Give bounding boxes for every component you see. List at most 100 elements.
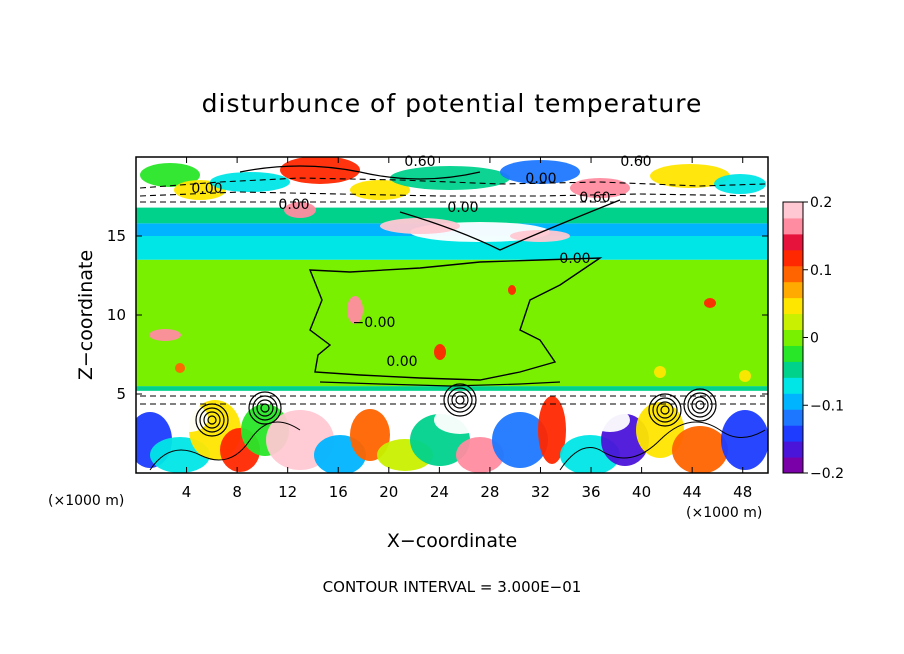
x-unit-label: (×1000 m) [686, 505, 762, 521]
contour-label-1: 0.60 [620, 154, 651, 170]
contour-label-8: −0.00 [353, 315, 396, 331]
chart-title: disturbunce of potential temperature [202, 89, 703, 118]
swirl-2-16 [648, 393, 682, 427]
swirl-1-16 [248, 391, 282, 425]
plot-area [136, 157, 768, 473]
turbulent-cell-10 [456, 437, 504, 473]
colorbar-swatch-13 [783, 249, 803, 267]
swirl-0-4 [207, 415, 217, 425]
colorbar-swatch-11 [783, 281, 803, 299]
x-tick-label-3: 16 [329, 483, 348, 501]
x-tick-label-2: 12 [278, 483, 297, 501]
swirl-0-12 [199, 407, 225, 433]
y-tick-label-0: 5 [116, 385, 126, 403]
colorbar-swatch-6 [783, 361, 803, 378]
turbulent-cell-12 [538, 396, 566, 464]
colorbar-swatch-12 [783, 265, 803, 283]
x-tick-label-8: 36 [581, 483, 600, 501]
turbulent-cell-23 [210, 172, 290, 192]
turbulent-cell-34 [510, 230, 570, 242]
swirl-3-4 [695, 400, 705, 410]
x-axis-label: X−coordinate [387, 530, 517, 552]
x-tick-label-6: 28 [480, 483, 499, 501]
swirl-2-8 [656, 401, 674, 419]
turbulent-cell-40 [175, 363, 185, 373]
contour-0 [308, 257, 603, 381]
colorbar-swatch-4 [783, 393, 803, 410]
colorbar-swatch-10 [783, 297, 803, 315]
colorbar-ticks: 0.2 0.1 0 −0.1 −0.2 [803, 195, 844, 482]
x-tick-label-4: 20 [379, 483, 398, 501]
x-tick-label-11: 48 [733, 483, 752, 501]
turbulent-cell-42 [654, 366, 666, 378]
colorbar-swatch-1 [783, 441, 803, 458]
contour-10 [559, 421, 766, 471]
colorbar-tick-label-4: −0.2 [810, 466, 844, 482]
y-unit-label: (×1000 m) [48, 493, 124, 509]
contour-label-5: 0.00 [447, 200, 478, 216]
swirl-0-8 [203, 411, 221, 429]
contour-label-0: 0.60 [404, 154, 435, 170]
turbulent-cell-33 [380, 218, 460, 234]
turbulent-cell-17 [721, 410, 768, 470]
turbulent-cell-24 [280, 157, 360, 184]
band-3 [136, 236, 768, 260]
turbulent-cell-27 [500, 160, 580, 184]
x-tick-label-9: 40 [632, 483, 651, 501]
contour-8 [399, 199, 621, 251]
swirl-4-16 [443, 383, 477, 417]
colorbar [783, 202, 803, 474]
colorbar-tick-label-1: 0.1 [810, 263, 832, 279]
swirl-0-16 [195, 403, 229, 437]
contour-lines [139, 165, 766, 471]
y-tick-label-2: 15 [107, 227, 126, 245]
colorbar-swatch-2 [783, 425, 803, 442]
contour-interval-note: CONTOUR INTERVAL = 3.000E−01 [323, 578, 582, 596]
contour-label-4: 0.60 [579, 190, 610, 206]
colorbar-tick-label-3: −0.1 [810, 398, 844, 414]
swirl-1-12 [252, 395, 278, 421]
band-2 [136, 259, 768, 387]
turbulent-cell-29 [650, 164, 730, 188]
colorbar-swatch-9 [783, 313, 803, 331]
colorbar-tick-label-0: 0.2 [810, 195, 832, 211]
turbulent-cell-16 [672, 426, 728, 473]
contour-label-2: 0.00 [191, 181, 222, 197]
y-axis-ticks: 5 10 15 [107, 227, 768, 403]
turbulent-cell-37 [704, 298, 716, 308]
y-axis-label: Z−coordinate [75, 250, 97, 380]
x-tick-label-10: 44 [683, 483, 702, 501]
swirl-1-4 [260, 403, 270, 413]
colorbar-swatch-5 [783, 377, 803, 394]
turbulent-cell-11 [492, 412, 548, 468]
swirl-3-12 [687, 392, 713, 418]
x-axis-ticks: 4 8 12 16 20 24 28 32 36 40 44 48 [182, 157, 752, 501]
turbulent-cell-38 [434, 344, 446, 360]
turbulent-cell-30 [714, 174, 766, 194]
turbulent-cell-20 [590, 408, 630, 432]
contour-2 [139, 177, 766, 189]
colorbar-swatch-7 [783, 345, 803, 362]
swirl-2-12 [652, 397, 678, 423]
colorbar-swatch-15 [783, 217, 803, 235]
contour-label-3: 0.00 [525, 171, 556, 187]
contour-9 [149, 421, 301, 471]
colorbar-tick-label-2: 0 [810, 331, 819, 347]
contour-7 [239, 165, 481, 180]
contour-3 [139, 191, 766, 197]
turbulent-cell-19 [434, 406, 486, 434]
y-tick-label-1: 10 [107, 306, 126, 324]
contour-label-7: 0.00 [559, 251, 590, 267]
contour-labels: 0.60 0.60 0.00 0.00 0.60 0.00 0.00 0.00 −0.00 0.0… [191, 154, 651, 370]
colorbar-swatch-16 [783, 202, 803, 219]
colorbar-swatch-3 [783, 409, 803, 426]
x-tick-label-1: 8 [232, 483, 242, 501]
turbulent-cell-41 [739, 370, 751, 382]
swirl-3-8 [691, 396, 709, 414]
contour-label-9: 0.00 [386, 354, 417, 370]
swirl-4-12 [447, 387, 473, 413]
swirl-4-4 [455, 395, 465, 405]
colorbar-swatch-14 [783, 233, 803, 251]
swirl-1-8 [256, 399, 274, 417]
